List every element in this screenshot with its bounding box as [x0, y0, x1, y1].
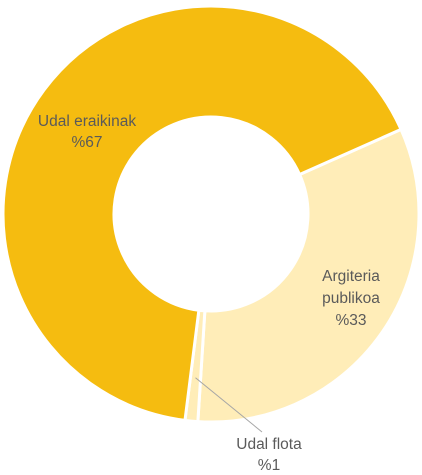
label-udal-flota-value: %1 [258, 457, 280, 474]
label-udal-eraikinak-value: %67 [71, 134, 102, 151]
label-argiteria-publikoa-value: %33 [335, 312, 366, 329]
label-argiteria-publikoa-name-line1: Argiteria [322, 268, 380, 285]
leader-line-udal-flota [195, 377, 263, 433]
donut-slices [1, 4, 421, 424]
slice-argiteria-publikoa [196, 127, 421, 424]
leader-lines [195, 377, 263, 433]
label-udal-eraikinak-name: Udal eraikinak [38, 113, 136, 130]
label-argiteria-publikoa-name-line2: publikoa [322, 290, 380, 307]
slice-udal-eraikinak [1, 4, 404, 423]
label-udal-flota-name: Udal flota [236, 436, 302, 453]
